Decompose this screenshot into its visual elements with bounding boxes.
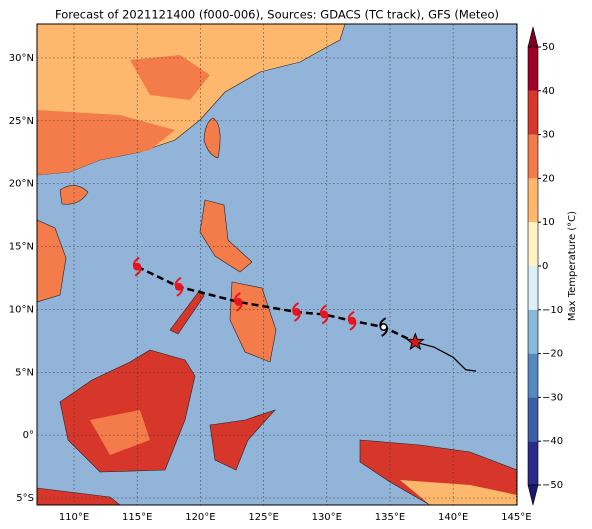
luzon — [199, 199, 253, 273]
colorbar-tick-label: −40 — [542, 436, 563, 447]
new-guinea-warm — [400, 480, 517, 505]
lat-tick-label: 5°S — [16, 493, 34, 504]
current-position — [405, 332, 425, 351]
colorbar-segment — [528, 178, 538, 223]
colorbar-segment — [528, 441, 538, 485]
colorbar-tick-label: −50 — [542, 480, 563, 491]
borneo-warm — [90, 410, 150, 455]
lat-tick-label: 30°N — [9, 53, 34, 64]
past-position-eye — [379, 323, 388, 332]
forecast-position-eye — [320, 310, 329, 319]
lat-tick-label: 20°N — [9, 179, 34, 190]
colorbar-tick-label: 40 — [542, 86, 555, 97]
china-warm — [37, 55, 210, 175]
colorbar-segment — [528, 309, 538, 354]
hainan — [59, 185, 89, 205]
forecast-position-eye — [133, 262, 142, 271]
lon-tick-label: 130°E — [312, 512, 342, 523]
colorbar-tick-label: −10 — [542, 305, 563, 316]
colorbar-tick-label: −30 — [542, 392, 563, 403]
colorbar-label: Max Temperature (°C) — [567, 211, 578, 321]
forecast-position-eye — [234, 297, 243, 306]
sulawesi — [209, 409, 276, 471]
colorbar-segment — [528, 222, 538, 266]
lon-tick-label: 110°E — [59, 512, 89, 523]
lon-tick-label: 145°E — [501, 512, 531, 523]
taiwan — [203, 117, 221, 159]
forecast-position-eye — [348, 316, 357, 325]
lat-tick-label: 10°N — [9, 304, 34, 315]
colorbar-tick-label: −20 — [542, 349, 563, 360]
lon-tick-label: 115°E — [122, 512, 152, 523]
java — [37, 487, 121, 505]
lat-tick-label: 5°N — [15, 367, 34, 378]
indochina — [37, 219, 67, 303]
colorbar-segment — [528, 90, 538, 135]
colorbar-tick-label: 30 — [542, 130, 555, 141]
lon-tick-label: 135°E — [375, 512, 405, 523]
colorbar-segment — [528, 353, 538, 398]
colorbar-segment — [528, 266, 538, 310]
colorbar-segment — [528, 47, 538, 91]
colorbar-tick-label: 20 — [542, 173, 555, 184]
lat-tick-label: 25°N — [9, 116, 34, 127]
lat-tick-label: 0° — [23, 430, 34, 441]
forecast-position-eye — [292, 308, 301, 316]
map-title: Forecast of 2021121400 (f000-006), Sourc… — [55, 8, 499, 22]
colorbar-segment — [528, 397, 538, 442]
borneo — [59, 349, 196, 473]
lon-tick-label: 120°E — [185, 512, 215, 523]
track-history-line — [415, 341, 477, 372]
lon-tick-label: 140°E — [438, 512, 468, 523]
colorbar-segment — [528, 134, 538, 179]
map-frame — [36, 23, 518, 506]
colorbar-over — [527, 26, 539, 48]
colorbar-tick-label: 50 — [542, 42, 555, 53]
colorbar-under — [527, 484, 539, 506]
forecast-position-eye — [174, 282, 183, 291]
colorbar-tick-label: 10 — [542, 217, 555, 228]
colorbar-tick-label: 0 — [542, 261, 548, 272]
track-forecast-line — [136, 265, 416, 344]
land-layer — [37, 24, 517, 505]
lon-tick-label: 125°E — [248, 512, 278, 523]
lat-tick-label: 15°N — [9, 242, 34, 253]
